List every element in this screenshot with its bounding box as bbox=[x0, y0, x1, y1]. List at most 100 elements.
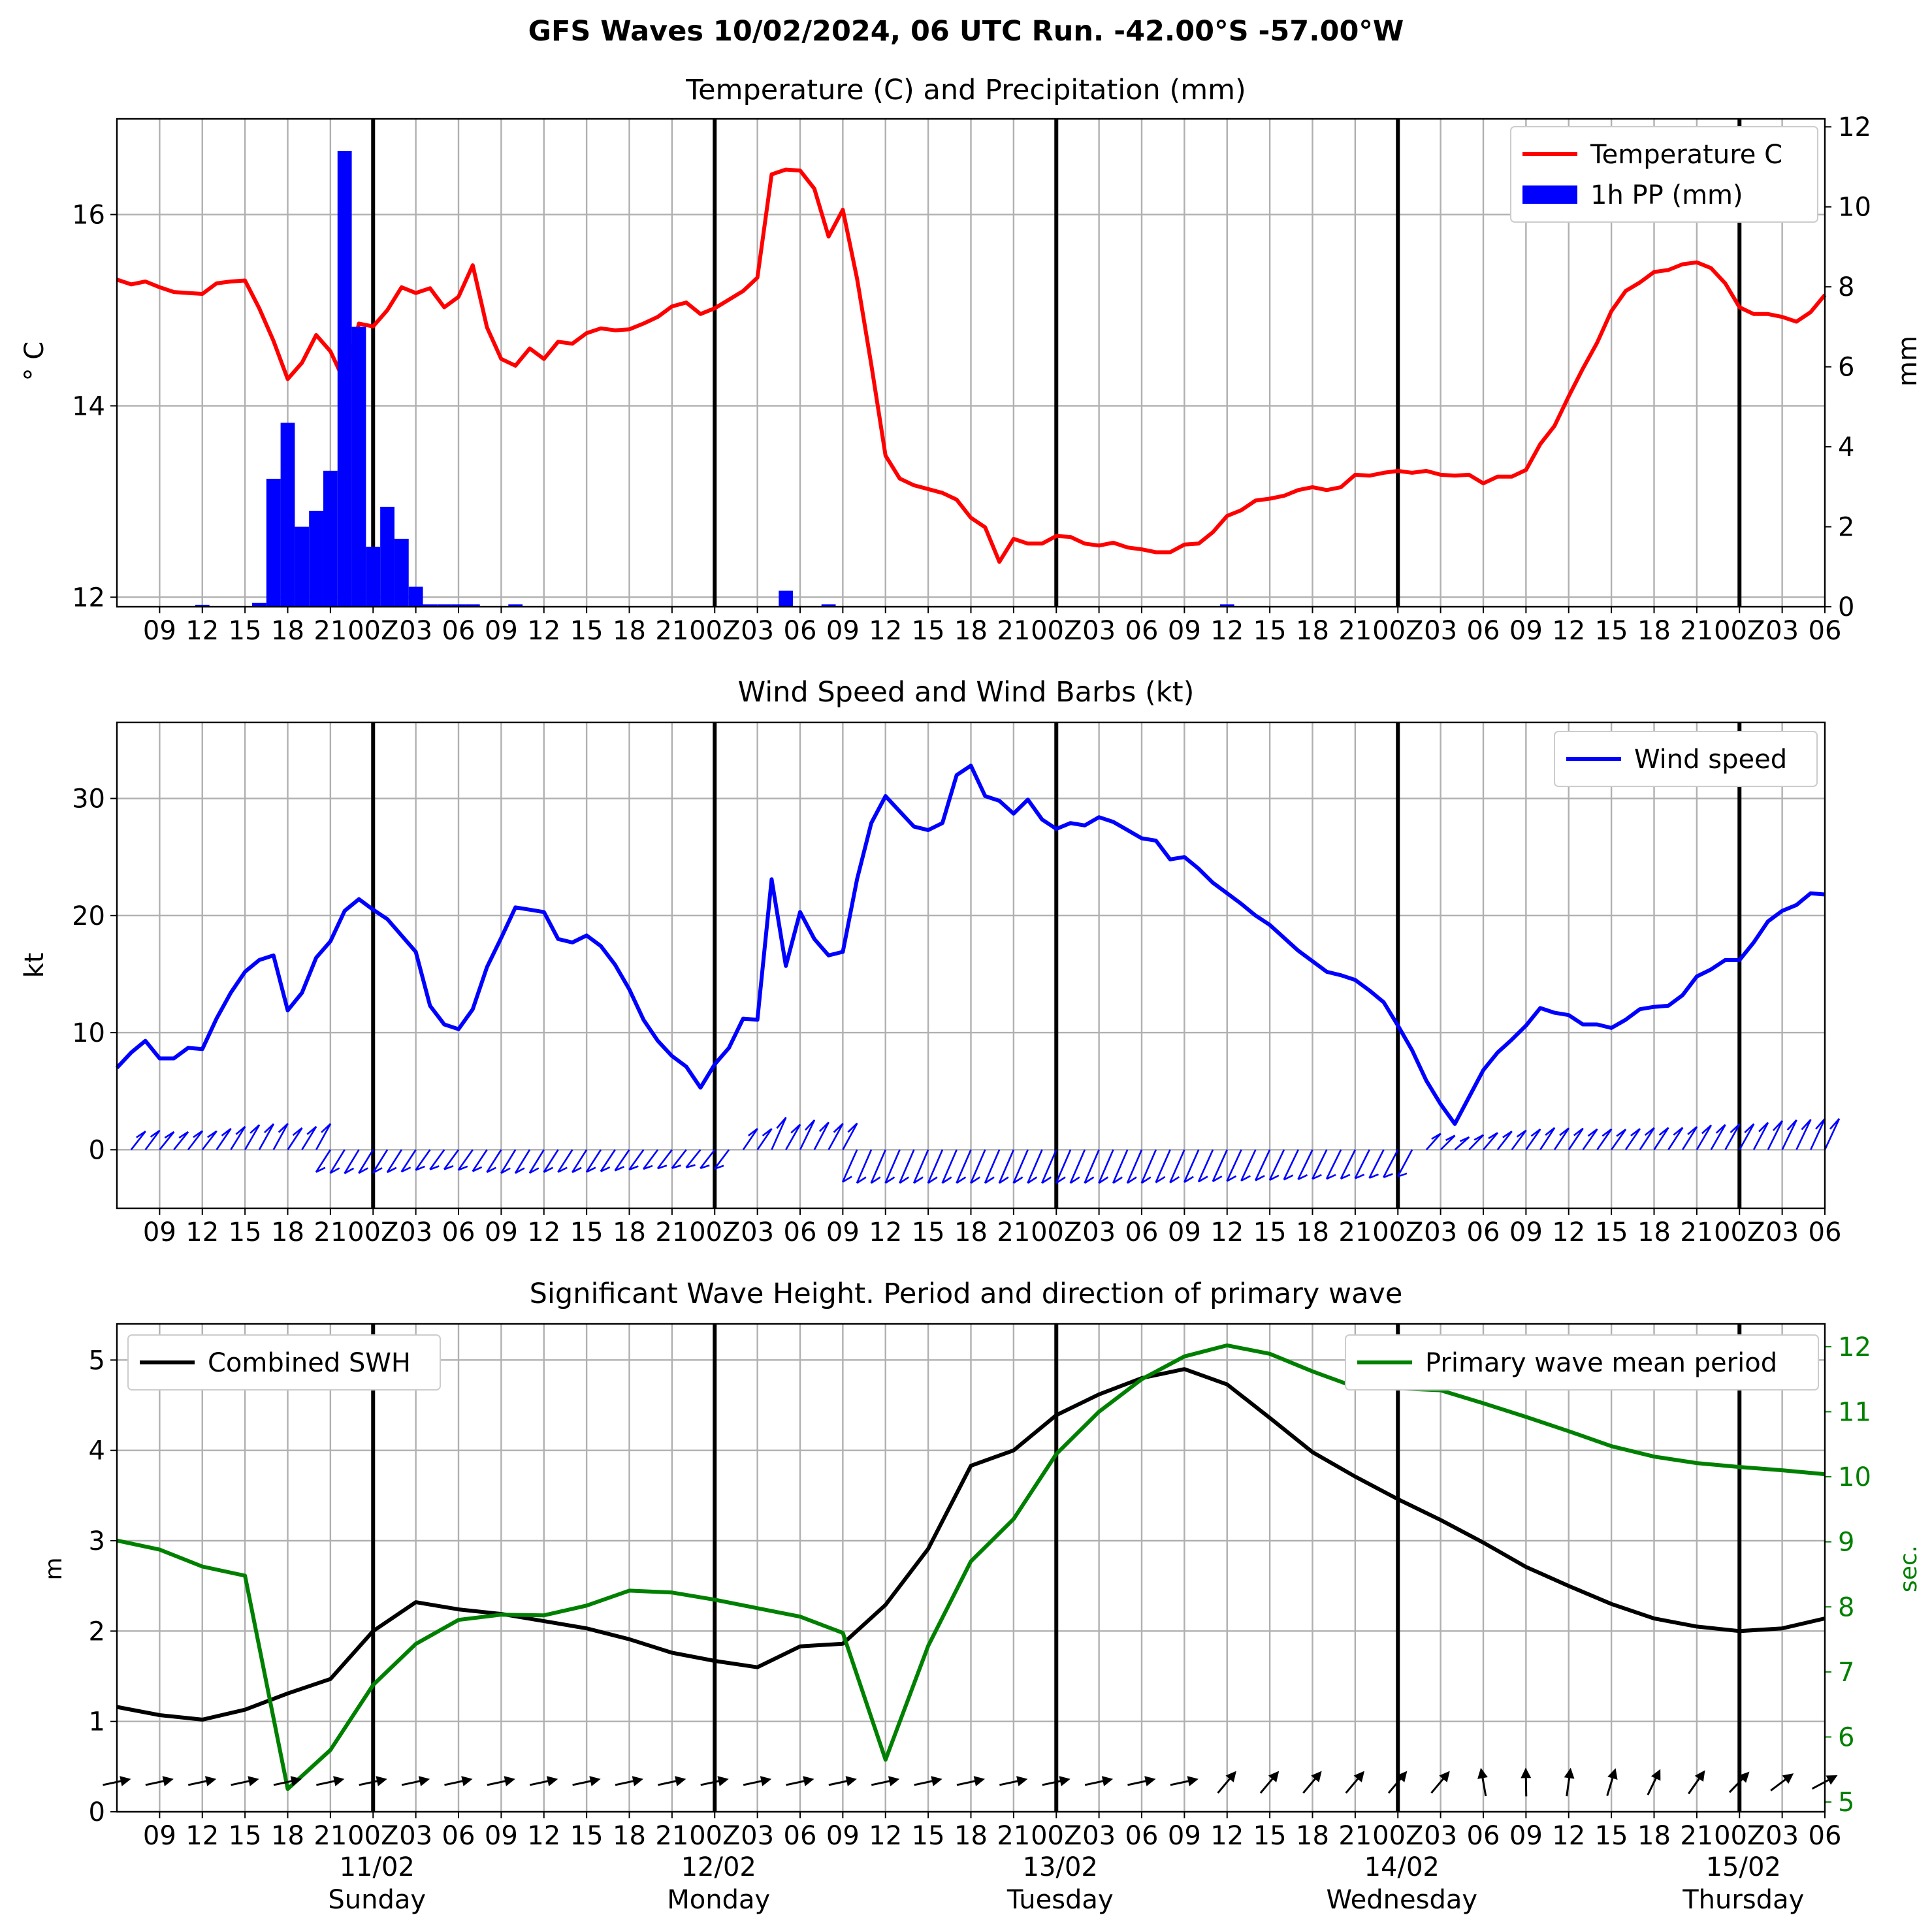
wind-barb bbox=[315, 1149, 331, 1173]
wave-direction-arrow bbox=[1387, 1771, 1408, 1794]
wind-barb bbox=[244, 1124, 261, 1151]
wind-barb bbox=[1653, 1127, 1669, 1151]
wind-barb bbox=[1183, 1149, 1200, 1183]
day-date-label: 12/02 bbox=[681, 1852, 756, 1882]
wind-barb bbox=[1767, 1120, 1783, 1150]
wind-barb bbox=[912, 1149, 929, 1184]
wind-barb-flag bbox=[657, 1165, 668, 1170]
wind-barb bbox=[173, 1131, 189, 1151]
wind-barb bbox=[1027, 1149, 1043, 1184]
wind-barb-staff bbox=[315, 1123, 332, 1150]
wind-barb-staff bbox=[656, 1149, 673, 1169]
wind-barb-flag bbox=[956, 1176, 967, 1184]
wave-direction-arrow bbox=[359, 1776, 387, 1786]
wind-barb-flag bbox=[984, 1176, 995, 1184]
wind-barb-staff bbox=[1468, 1134, 1485, 1151]
wind-barb bbox=[1226, 1149, 1242, 1182]
wind-barb-flag bbox=[543, 1166, 554, 1173]
wind-barb bbox=[984, 1149, 1001, 1184]
wind-barb bbox=[1483, 1132, 1498, 1151]
x-tick-label: 06 bbox=[1467, 1217, 1500, 1247]
wind-barb-staff bbox=[1511, 1129, 1527, 1151]
day-date-label: 15/02 bbox=[1706, 1852, 1781, 1882]
x-tick-label: 12 bbox=[1210, 1821, 1244, 1851]
wind-barb-staff bbox=[1553, 1127, 1570, 1151]
wind-barb-flag bbox=[1801, 1119, 1812, 1131]
wind-barb-flag bbox=[970, 1176, 980, 1184]
wind-barb bbox=[486, 1149, 502, 1173]
wind-barb bbox=[1553, 1127, 1570, 1151]
wind-barb-staff bbox=[799, 1119, 816, 1150]
legend-left: Combined SWH bbox=[127, 1334, 441, 1391]
legend-box bbox=[1510, 126, 1818, 223]
wave-direction-arrow bbox=[1217, 1771, 1236, 1794]
day-date-label: 13/02 bbox=[1023, 1852, 1098, 1882]
y-tick-label: 1 bbox=[89, 1707, 105, 1737]
wind-barb-flag bbox=[1340, 1174, 1351, 1180]
x-tick-label: 18 bbox=[1296, 1217, 1329, 1247]
wind-barb bbox=[429, 1149, 445, 1170]
x-tick-label: 18 bbox=[271, 616, 304, 646]
panel-wind: Wind Speed and Wind Barbs (kt) 09 12 15 18 2… bbox=[20, 676, 1841, 1247]
wind-barb-flag bbox=[818, 1121, 829, 1133]
wind-barb-flag bbox=[1758, 1121, 1769, 1133]
wind-barb-flag bbox=[1368, 1173, 1379, 1179]
wind-barb bbox=[1454, 1136, 1470, 1151]
wave-direction-arrow bbox=[103, 1776, 131, 1786]
wind-barb bbox=[1724, 1123, 1741, 1150]
x-tick-label: 00Z bbox=[1372, 616, 1423, 646]
wind-barb-staff bbox=[230, 1126, 246, 1151]
axes-frame bbox=[116, 721, 1826, 1210]
y2-tick-label: 8 bbox=[1838, 272, 1854, 302]
wind-barb bbox=[443, 1149, 460, 1170]
wind-barb-staff bbox=[415, 1149, 431, 1171]
plot-area: 09 12 15 18 21 00Z 03 06 09 12 15 18 21 00Z 03 06 09 12 15… bbox=[72, 112, 1871, 646]
wind-barb-staff bbox=[1268, 1149, 1285, 1181]
wind-barb bbox=[543, 1149, 559, 1173]
wind-barb-staff bbox=[856, 1149, 873, 1183]
y-tick-label: 20 bbox=[72, 901, 105, 931]
wind-barb-staff bbox=[1254, 1149, 1271, 1181]
wind-barb bbox=[771, 1117, 787, 1150]
x-tick-label: 21 bbox=[1338, 1821, 1372, 1851]
wind-barb-staff bbox=[785, 1123, 801, 1151]
wind-barb-flag bbox=[429, 1165, 440, 1170]
wind-barb-flag bbox=[1355, 1174, 1365, 1180]
wind-barb-flag bbox=[700, 1165, 710, 1169]
x-tick-label: 09 bbox=[826, 616, 860, 646]
precip-bar bbox=[252, 602, 266, 607]
wind-barb-staff bbox=[1197, 1149, 1214, 1182]
x-tick-label: 15 bbox=[570, 1821, 604, 1851]
x-tick-label: 15 bbox=[1595, 616, 1628, 646]
wave-direction-arrow bbox=[700, 1776, 729, 1786]
wind-barb-flag bbox=[842, 1176, 852, 1183]
y2-tick-label: 8 bbox=[1838, 1592, 1854, 1622]
wind-barb-staff bbox=[187, 1130, 203, 1151]
x-tick-label: 03 bbox=[399, 616, 432, 646]
x-tick-label: 15 bbox=[1595, 1821, 1628, 1851]
precip-bar bbox=[508, 604, 523, 607]
x-tick-label: 00Z bbox=[689, 1821, 740, 1851]
arrow-head bbox=[931, 1776, 942, 1786]
wind-barb-staff bbox=[315, 1149, 331, 1173]
wind-barb-flag bbox=[714, 1165, 724, 1170]
wind-barb-flag bbox=[1502, 1131, 1513, 1138]
precip-bar bbox=[394, 538, 409, 607]
wind-barb-flag bbox=[1255, 1174, 1265, 1182]
x-tick-label: 03 bbox=[741, 1821, 774, 1851]
y-tick-label: 10 bbox=[72, 1018, 105, 1048]
wave-direction-arrow bbox=[828, 1776, 857, 1786]
wind-barb-staff bbox=[600, 1149, 616, 1172]
y2-tick-label: 10 bbox=[1838, 1462, 1871, 1492]
wind-barb-staff bbox=[1126, 1149, 1143, 1183]
wind-barb-staff bbox=[813, 1121, 829, 1150]
legend-label: Combined SWH bbox=[208, 1348, 411, 1378]
x-tick-label: 00Z bbox=[1372, 1821, 1423, 1851]
x-tick-label: 21 bbox=[997, 1821, 1030, 1851]
wind-barb-flag bbox=[1630, 1128, 1641, 1136]
wind-barb-flag bbox=[1084, 1176, 1095, 1184]
wave-direction-arrow bbox=[1170, 1776, 1199, 1786]
wind-barb-flag bbox=[1587, 1128, 1598, 1137]
x-tick-label: 15 bbox=[570, 616, 604, 646]
x-tick-label: 03 bbox=[1765, 1821, 1799, 1851]
